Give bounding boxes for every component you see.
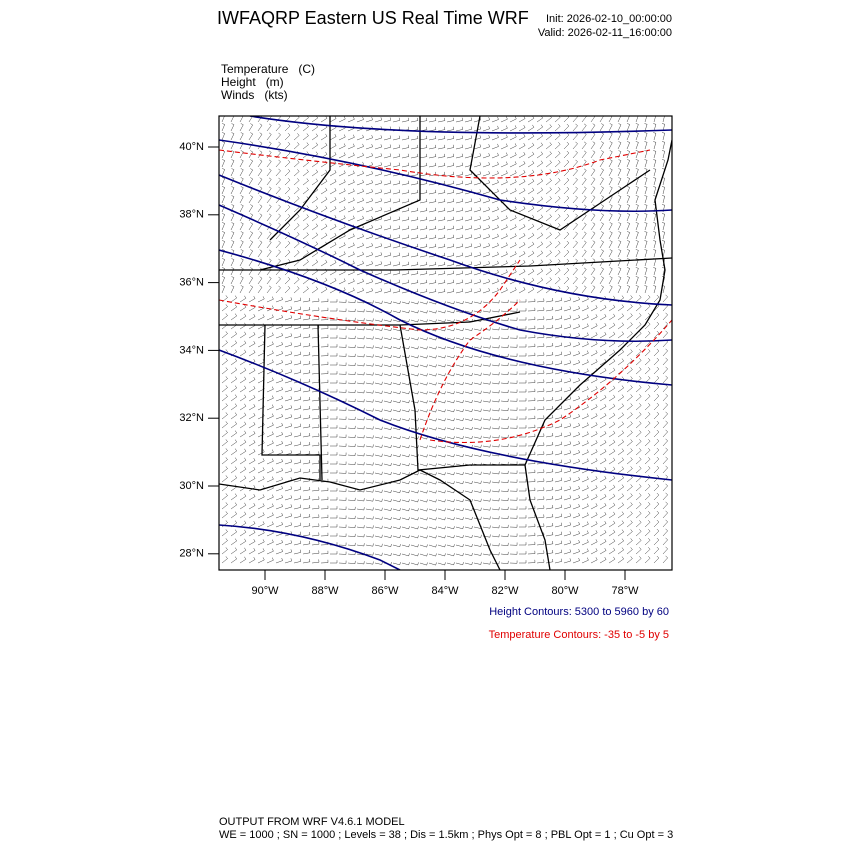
temperature-contour xyxy=(429,319,672,444)
wind-barbs xyxy=(221,116,669,566)
lon-label: 78°W xyxy=(611,585,639,597)
temperature-contour xyxy=(219,259,521,331)
height-contours xyxy=(219,116,672,570)
height-contour xyxy=(219,204,672,343)
lon-label: 82°W xyxy=(491,585,519,597)
temperature-contour xyxy=(419,299,521,441)
height-contour xyxy=(249,116,672,134)
state-border xyxy=(269,116,331,241)
state-border xyxy=(399,324,525,471)
lon-label: 86°W xyxy=(371,585,399,597)
coastline xyxy=(524,139,672,466)
lat-label: 32°N xyxy=(179,412,204,424)
temperature-note: Temperature Contours: -35 to -5 by 5 xyxy=(489,629,669,641)
lat-label: 36°N xyxy=(179,277,204,289)
height-contour xyxy=(219,249,672,386)
lat-label: 38°N xyxy=(179,209,204,221)
lat-label: 40°N xyxy=(179,141,204,153)
lon-label: 90°W xyxy=(251,585,279,597)
state-border xyxy=(219,311,521,326)
coastline xyxy=(524,464,551,570)
wind-barb xyxy=(221,116,669,566)
height-contour xyxy=(219,174,672,306)
field-label: Winds (kts) xyxy=(221,88,288,102)
state-border xyxy=(259,116,421,271)
lon-label: 84°W xyxy=(431,585,459,597)
state-border xyxy=(317,324,323,481)
state-border xyxy=(469,116,651,231)
field-label: Height (m) xyxy=(221,75,284,89)
lat-label: 28°N xyxy=(179,548,204,560)
borders xyxy=(219,116,672,570)
axis-ticks: 40°N 38°N 36°N 34°N 32°N 30°N 28°N 90°W 88°W 86°W… xyxy=(179,141,639,597)
height-contour xyxy=(219,139,672,213)
temperature-contours xyxy=(219,149,672,444)
lon-label: 80°W xyxy=(551,585,579,597)
footer-line: WE = 1000 ; SN = 1000 ; Levels = 38 ; Di… xyxy=(219,829,673,841)
map-area xyxy=(219,116,672,570)
lat-label: 30°N xyxy=(179,480,204,492)
height-contour xyxy=(219,349,672,481)
init-time: Init: 2026-02-10_00:00:00 xyxy=(546,13,672,25)
lat-label: 34°N xyxy=(179,344,204,356)
valid-time: Valid: 2026-02-11_16:00:00 xyxy=(538,27,672,39)
height-contour xyxy=(219,524,401,570)
lon-label: 88°W xyxy=(311,585,339,597)
temperature-contour xyxy=(219,149,651,179)
state-border xyxy=(219,257,672,271)
footer-line: OUTPUT FROM WRF V4.6.1 MODEL xyxy=(219,816,405,828)
title: IWFAQRP Eastern US Real Time WRF xyxy=(217,8,529,28)
coastline xyxy=(219,469,501,570)
field-label: Temperature (C) xyxy=(221,62,315,76)
state-border xyxy=(261,324,321,480)
height-note: Height Contours: 5300 to 5960 by 60 xyxy=(489,606,669,618)
